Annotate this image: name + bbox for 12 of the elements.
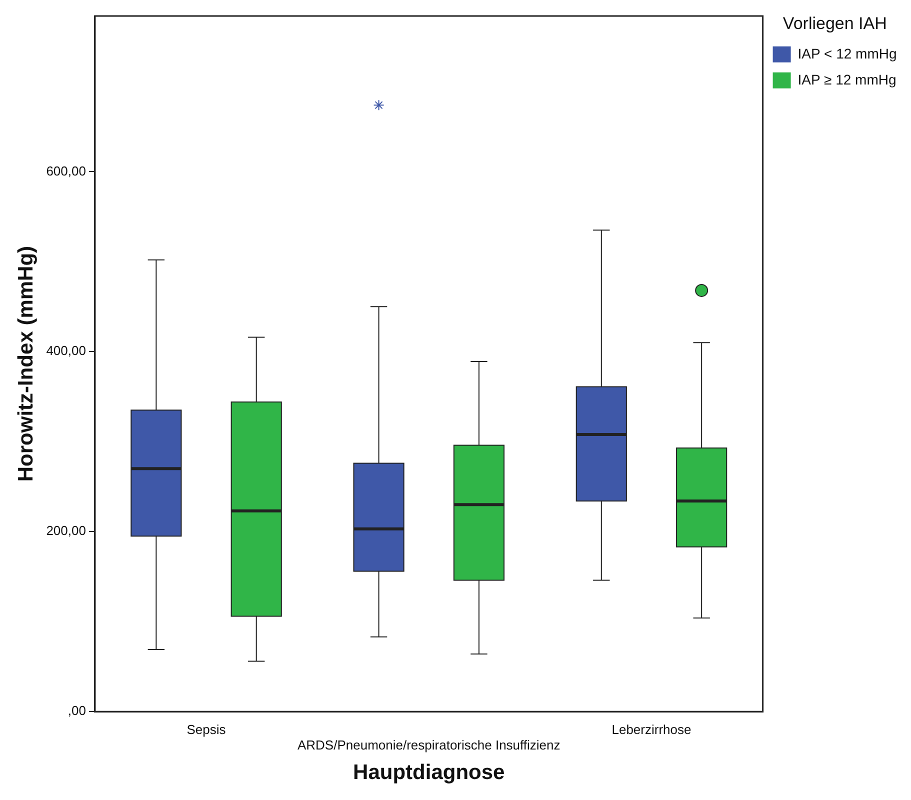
- y-tick-label: 600,00: [46, 163, 86, 178]
- y-axis-title: Horowitz-Index (mmHg): [14, 246, 38, 482]
- x-tick-label: Leberzirrhose: [612, 722, 692, 737]
- x-tick-label: ARDS/Pneumonie/respiratorische Insuffizienz: [297, 738, 560, 753]
- y-tick-label: 200,00: [46, 523, 86, 538]
- y-tick-label: ,00: [68, 703, 86, 718]
- x-axis-title: Hauptdiagnose: [353, 761, 505, 784]
- legend-label: IAP < 12 mmHg: [798, 45, 897, 62]
- legend-label: IAP ≥ 12 mmHg: [798, 71, 896, 88]
- x-tick-label: Sepsis: [186, 722, 226, 737]
- y-tick-label: 400,00: [46, 343, 86, 358]
- legend-title: Vorliegen IAH: [782, 14, 887, 34]
